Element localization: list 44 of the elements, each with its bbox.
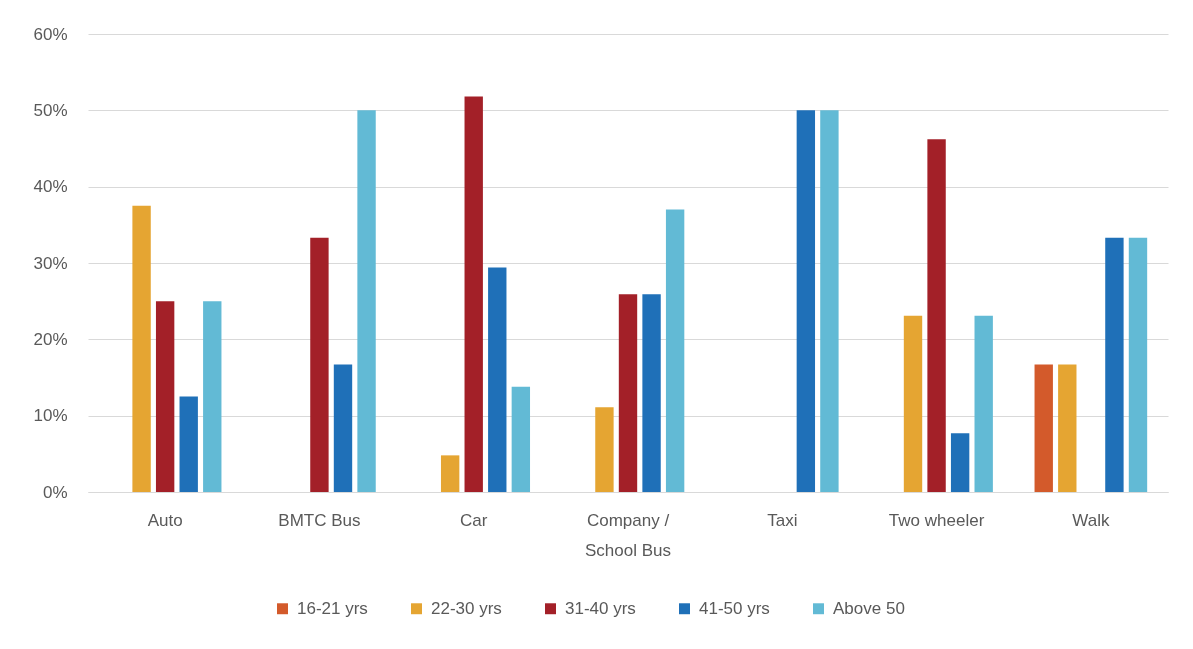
bar: [440, 455, 460, 492]
bar: [179, 396, 198, 492]
bar: [950, 433, 970, 492]
bar: [1058, 364, 1077, 492]
bar: [796, 110, 816, 492]
y-tick-label: 10%: [33, 406, 68, 426]
bar: [155, 301, 175, 492]
bar: [357, 110, 376, 492]
bar: [974, 315, 993, 492]
y-tick-label: 40%: [33, 177, 68, 197]
bar: [132, 205, 151, 492]
bar: [665, 209, 685, 492]
x-tick-label: Two wheeler: [888, 510, 985, 530]
bar: [464, 96, 483, 492]
y-tick-label: 50%: [33, 100, 68, 120]
legend-label: 16-21 yrs: [297, 598, 368, 618]
legend-label: 31-40 yrs: [565, 598, 636, 618]
y-tick-label: 60%: [33, 24, 68, 44]
legend-label: 22-30 yrs: [431, 598, 502, 618]
y-tick-label: 0%: [42, 482, 68, 502]
legend-label: 41-50 yrs: [699, 598, 770, 618]
legend-label: Above 50: [833, 598, 905, 618]
x-tick-label: BMTC Bus: [278, 510, 361, 530]
bar: [1128, 237, 1148, 492]
x-tick-label: Company / School Bus: [585, 510, 671, 560]
x-tick-label: Taxi: [767, 510, 798, 530]
bar: [618, 294, 638, 492]
bar: [1034, 364, 1053, 492]
y-tick-label: 20%: [33, 329, 68, 349]
bar: [1105, 237, 1124, 492]
y-tick-label: 30%: [33, 253, 68, 273]
x-tick-label: Walk: [1072, 510, 1110, 530]
bar: [903, 315, 923, 492]
bar: [820, 110, 839, 492]
bar: [511, 386, 531, 492]
bar: [642, 294, 661, 492]
x-tick-label: Car: [460, 510, 488, 530]
bar: [203, 301, 222, 492]
bar: [333, 364, 353, 492]
bar: [488, 267, 507, 492]
bar: [310, 237, 329, 492]
bar: [927, 139, 946, 492]
x-tick-label: Auto: [147, 510, 183, 530]
bar: [595, 407, 614, 492]
